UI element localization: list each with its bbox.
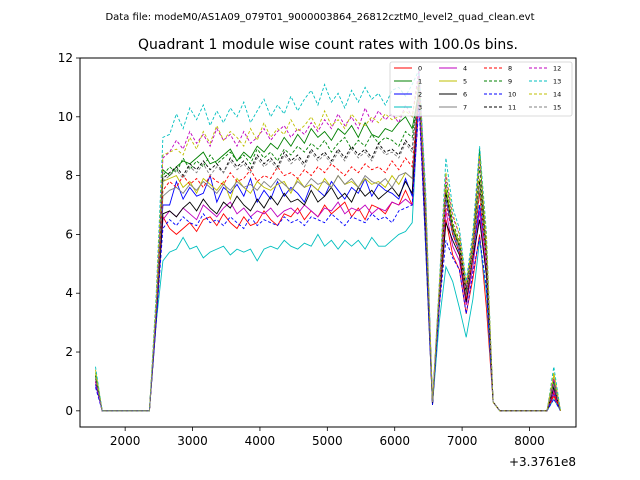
x-tick-label: 6000 (379, 434, 410, 448)
legend-label-1: 1 (418, 78, 422, 86)
series-line-12 (95, 69, 561, 412)
legend-box (389, 61, 573, 117)
y-axis: 0 2 4 6 8 10 12 (58, 51, 80, 418)
series-line-14 (95, 78, 561, 412)
y-tick-label: 12 (58, 51, 73, 65)
series-line-3 (95, 93, 561, 412)
legend-label-7: 7 (463, 104, 467, 112)
legend-label-9: 9 (508, 78, 512, 86)
legend-label-13: 13 (553, 78, 561, 86)
series-line-2 (95, 72, 561, 412)
legend-label-2: 2 (418, 91, 422, 99)
series-line-6 (95, 78, 561, 412)
y-tick-label: 0 (65, 404, 73, 418)
legend-label-6: 6 (463, 91, 467, 99)
legend-label-10: 10 (508, 91, 516, 99)
y-tick-label: 6 (65, 227, 73, 241)
legend-label-8: 8 (508, 65, 512, 73)
legend-label-0: 0 (418, 65, 422, 73)
x-tick-label: 8000 (514, 434, 545, 448)
legend-label-12: 12 (553, 65, 561, 73)
series-line-8 (95, 93, 561, 412)
x-tick-label: 3000 (177, 434, 208, 448)
legend-label-15: 15 (553, 104, 561, 112)
y-tick-label: 8 (65, 169, 73, 183)
x-tick-label: 7000 (447, 434, 478, 448)
x-axis: 2000 3000 4000 5000 6000 7000 8000 (110, 427, 545, 448)
y-tick-label: 10 (58, 110, 73, 124)
x-tick-label: 2000 (110, 434, 141, 448)
plot-frame (79, 57, 577, 428)
legend-label-14: 14 (553, 91, 561, 99)
x-tick-label: 4000 (245, 434, 276, 448)
y-tick-label: 4 (65, 286, 73, 300)
x-offset-label: +3.3761e8 (509, 455, 576, 469)
legend-label-3: 3 (418, 104, 422, 112)
series-line-13 (95, 69, 561, 412)
series-line-11 (95, 84, 561, 412)
series-line-10 (95, 104, 561, 412)
plot-lines (95, 69, 561, 412)
chart-title: Quadrant 1 module wise count rates with … (138, 37, 518, 53)
y-tick-label: 2 (65, 345, 73, 359)
x-tick-label: 5000 (312, 434, 343, 448)
figure-suptitle: Data file: modeM0/AS1A09_079T01_90000038… (105, 12, 534, 23)
legend-label-5: 5 (463, 78, 467, 86)
legend-label-11: 11 (508, 104, 516, 112)
series-line-15 (95, 87, 561, 412)
legend-label-4: 4 (463, 65, 467, 73)
